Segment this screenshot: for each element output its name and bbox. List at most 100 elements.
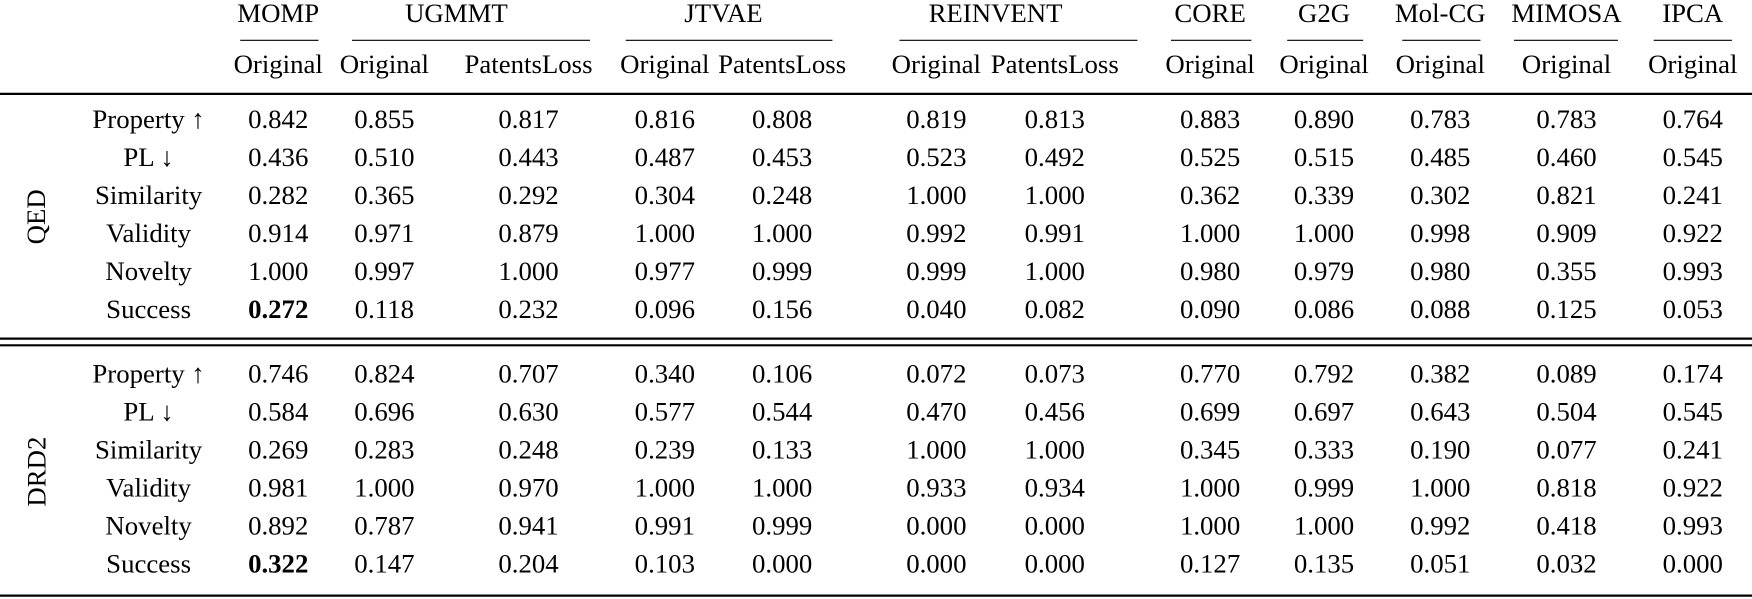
cell-value: 0.630: [498, 397, 558, 427]
cell-value: 0.133: [752, 435, 812, 465]
cell-value: 0.340: [635, 359, 695, 389]
cell-value: 0.365: [354, 180, 414, 210]
cell-value: 0.174: [1663, 359, 1723, 389]
cell-value: 0.241: [1663, 180, 1723, 210]
cell-value: 0.821: [1536, 180, 1596, 210]
cell-value: 1.000: [752, 218, 812, 248]
cell-value: 0.883: [1180, 104, 1240, 134]
cell-value: 0.322: [248, 549, 308, 579]
method-header: IPCA: [1662, 0, 1724, 28]
method-header: JTVAE: [684, 0, 762, 28]
cell-value: 1.000: [248, 256, 308, 286]
cell-value: 0.816: [635, 104, 695, 134]
cell-value: 0.125: [1536, 294, 1596, 324]
cell-value: 0.770: [1180, 359, 1240, 389]
cell-value: 1.000: [635, 218, 695, 248]
cell-value: 0.922: [1663, 473, 1723, 503]
cell-value: 0.577: [635, 397, 695, 427]
cell-value: 0.817: [498, 104, 558, 134]
cell-value: 0.086: [1294, 294, 1354, 324]
cell-value: 0.824: [354, 359, 414, 389]
cell-value: 0.239: [635, 435, 695, 465]
cell-value: 0.808: [752, 104, 812, 134]
cell-value: 0.934: [1025, 473, 1085, 503]
cell-value: 0.460: [1536, 142, 1596, 172]
cell-value: 0.470: [906, 397, 966, 427]
cell-value: 0.072: [906, 359, 966, 389]
cell-value: 0.453: [752, 142, 812, 172]
cell-value: 0.991: [1025, 218, 1085, 248]
cell-value: 0.492: [1025, 142, 1085, 172]
cell-value: 0.000: [1025, 549, 1085, 579]
cell-value: 0.382: [1410, 359, 1470, 389]
cell-value: 0.272: [248, 294, 308, 324]
cell-value: 0.282: [248, 180, 308, 210]
metric-label: Property ↑: [92, 104, 204, 134]
cell-value: 0.000: [906, 511, 966, 541]
cell-value: 0.232: [498, 294, 558, 324]
cell-value: 0.697: [1294, 397, 1354, 427]
cell-value: 0.909: [1536, 218, 1596, 248]
cell-value: 0.304: [635, 180, 695, 210]
cell-value: 0.842: [248, 104, 308, 134]
cell-value: 0.127: [1180, 549, 1240, 579]
cell-value: 0.436: [248, 142, 308, 172]
cell-value: 1.000: [1025, 435, 1085, 465]
cell-value: 0.999: [906, 256, 966, 286]
cell-value: 0.643: [1410, 397, 1470, 427]
cell-value: 0.241: [1663, 435, 1723, 465]
cell-value: 0.118: [355, 294, 414, 324]
cell-value: 1.000: [752, 473, 812, 503]
cell-value: 0.292: [498, 180, 558, 210]
cell-value: 0.992: [906, 218, 966, 248]
cell-value: 0.855: [354, 104, 414, 134]
cell-value: 0.970: [498, 473, 558, 503]
cell-value: 0.992: [1410, 511, 1470, 541]
cell-value: 1.000: [498, 256, 558, 286]
cell-value: 0.269: [248, 435, 308, 465]
cell-value: 0.339: [1294, 180, 1354, 210]
cell-value: 0.156: [752, 294, 812, 324]
cell-value: 0.999: [752, 256, 812, 286]
cell-value: 0.783: [1410, 104, 1470, 134]
cell-value: 0.333: [1294, 435, 1354, 465]
cell-value: 0.999: [1294, 473, 1354, 503]
metric-label: Validity: [106, 473, 191, 503]
cell-value: 0.106: [752, 359, 812, 389]
cell-value: 0.993: [1663, 256, 1723, 286]
cell-value: 0.764: [1663, 104, 1723, 134]
column-header: PatentsLoss: [718, 49, 846, 79]
cell-value: 0.032: [1536, 549, 1596, 579]
column-header: Original: [234, 49, 323, 79]
cell-value: 0.971: [354, 218, 414, 248]
cell-value: 0.525: [1180, 142, 1240, 172]
cell-value: 0.504: [1536, 397, 1596, 427]
cell-value: 0.204: [498, 549, 558, 579]
column-header: Original: [1279, 49, 1368, 79]
cell-value: 0.515: [1294, 142, 1354, 172]
cell-value: 0.707: [498, 359, 558, 389]
cell-value: 0.545: [1663, 397, 1723, 427]
cell-value: 0.890: [1294, 104, 1354, 134]
cell-value: 0.418: [1536, 511, 1596, 541]
column-header: Original: [340, 49, 429, 79]
metric-label: Similarity: [95, 180, 203, 210]
cell-value: 0.510: [354, 142, 414, 172]
cell-value: 0.584: [248, 397, 308, 427]
method-header: Mol-CG: [1395, 0, 1486, 28]
cell-value: 0.082: [1025, 294, 1085, 324]
cell-value: 0.914: [248, 218, 308, 248]
cell-value: 1.000: [1180, 511, 1240, 541]
cell-value: 1.000: [1180, 473, 1240, 503]
group-label: DRD2: [21, 437, 51, 507]
cell-value: 0.355: [1536, 256, 1596, 286]
cell-value: 0.051: [1410, 549, 1470, 579]
column-header: Original: [892, 49, 981, 79]
cell-value: 0.696: [354, 397, 414, 427]
cell-value: 0.997: [354, 256, 414, 286]
cell-value: 0.979: [1294, 256, 1354, 286]
cell-value: 0.941: [498, 511, 558, 541]
cell-value: 0.544: [752, 397, 812, 427]
cell-value: 1.000: [1025, 180, 1085, 210]
